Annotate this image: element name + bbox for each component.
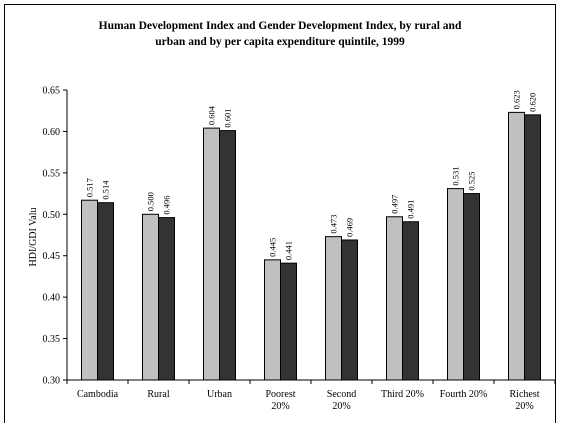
category-label: Fourth 20% [440,389,488,400]
bar [524,114,541,381]
y-axis-title: HDI/GDI Valu [28,208,39,267]
bar [325,236,342,381]
category-label: Third 20% [381,389,424,400]
category-label: Poorest [266,389,296,400]
data-label: 0.496 [162,195,172,214]
bar [97,202,114,381]
category-label: Richest [510,389,540,400]
chart-title-line-2: urban and by per capita expenditure quin… [155,36,405,48]
data-label: 0.441 [284,241,294,260]
data-label: 0.500 [146,192,156,211]
data-label: 0.601 [223,108,233,127]
data-label: 0.620 [528,93,538,112]
data-label: 0.445 [268,238,278,257]
data-label: 0.491 [406,200,416,219]
y-tick-label: 0.30 [43,376,61,387]
y-tick-label: 0.55 [43,168,61,179]
category-label: Cambodia [77,389,119,400]
data-label: 0.497 [390,195,400,214]
bar [447,188,464,381]
y-tick-label: 0.45 [43,251,61,262]
data-label: 0.517 [85,178,95,197]
bar [158,217,175,381]
y-tick-label: 0.35 [43,334,61,345]
bar [264,259,281,381]
data-label: 0.514 [101,180,111,200]
category-label: 20% [332,401,350,412]
chart-frame [4,4,556,423]
data-label: 0.469 [345,218,355,237]
data-label: 0.604 [207,105,217,125]
bar [219,130,236,381]
data-label: 0.623 [512,90,522,109]
bar [203,127,220,381]
bar [142,213,159,381]
data-label: 0.473 [329,215,339,234]
bar [81,199,98,381]
bar [280,262,297,381]
data-label: 0.525 [467,171,477,190]
y-tick-label: 0.65 [43,86,61,97]
category-label: 20% [271,401,289,412]
category-label: 20% [515,401,533,412]
y-tick-label: 0.40 [43,293,61,304]
y-tick-label: 0.50 [43,210,61,221]
y-tick-label: 0.60 [43,127,61,138]
bar [386,216,403,381]
bar [463,193,480,381]
bar [341,239,358,381]
data-label: 0.531 [451,166,461,185]
category-label: Second [327,389,356,400]
chart-title: Human Development Index and Gender Devel… [40,18,520,50]
category-label: Urban [207,389,232,400]
chart-title-line-1: Human Development Index and Gender Devel… [98,20,462,32]
bar [402,221,419,381]
bar [508,111,525,381]
category-label: Rural [147,389,169,400]
